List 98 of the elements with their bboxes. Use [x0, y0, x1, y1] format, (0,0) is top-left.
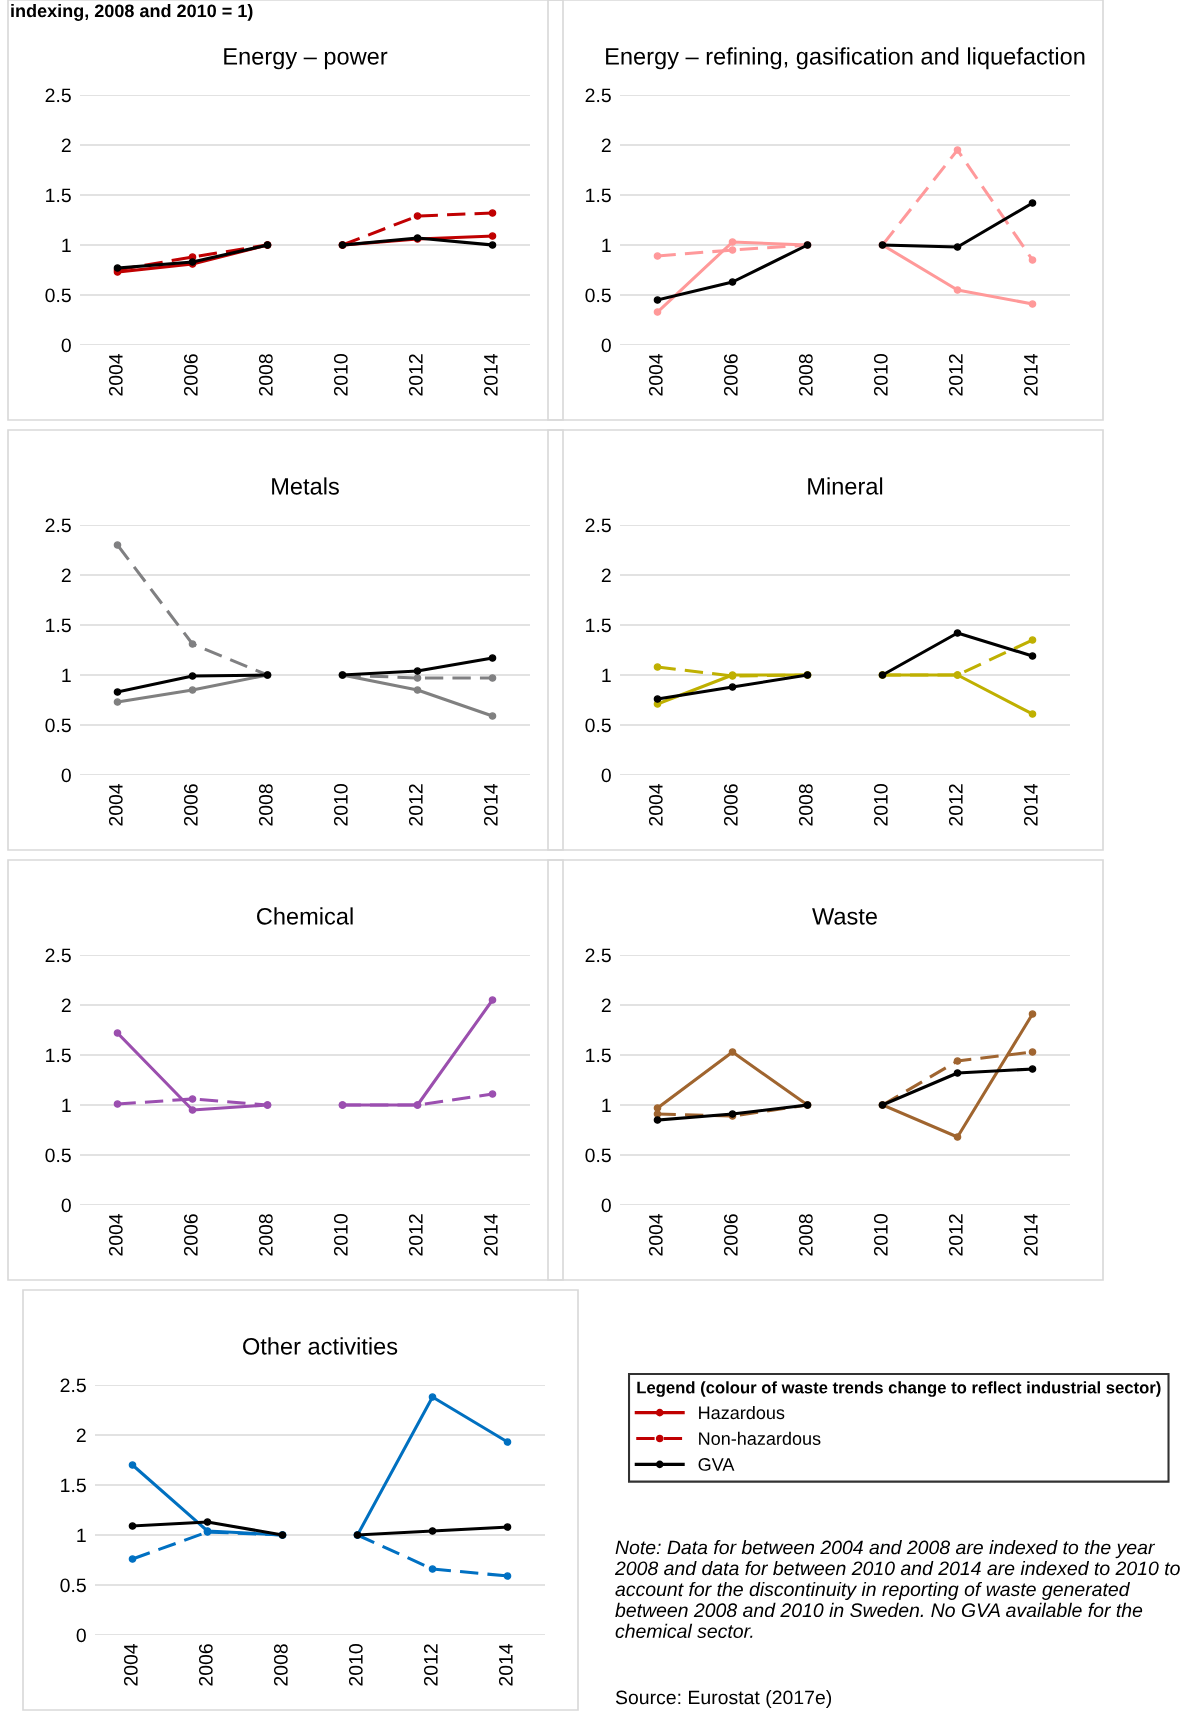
- y-tick-label: 0.5: [585, 288, 611, 303]
- x-tick-label: 2008: [273, 1644, 288, 1686]
- x-tick-label: 2014: [483, 1213, 498, 1256]
- x-tick-label: 2010: [333, 354, 348, 396]
- x-tick-label: 2008: [798, 1214, 813, 1256]
- x-tick-label: 2006: [723, 1214, 738, 1256]
- x-tick-label: 2004: [648, 353, 663, 396]
- y-tick-label: 1.5: [586, 1048, 611, 1063]
- x-tick-label: 2006: [183, 784, 198, 826]
- x-tick-label: 2010: [873, 784, 888, 826]
- x-tick-label: 2008: [258, 784, 273, 826]
- y-tick-label: 1: [602, 1098, 611, 1113]
- x-tick-label: 2008: [798, 354, 813, 396]
- x-tick-label: 2010: [333, 784, 348, 826]
- y-tick-label: 0: [61, 338, 71, 353]
- y-tick-label: 1.5: [586, 618, 611, 633]
- x-tick-label: 2012: [408, 1214, 423, 1256]
- x-tick-label: 2008: [258, 354, 273, 396]
- x-tick-label: 2010: [333, 1214, 348, 1256]
- x-tick-label: 2014: [498, 1643, 513, 1686]
- legend-label: Hazardous: [699, 1405, 785, 1420]
- x-tick-label: 2006: [723, 784, 738, 826]
- x-tick-label: 2008: [798, 784, 813, 826]
- x-tick-label: 2010: [348, 1644, 363, 1686]
- source-note: Source: Eurostat (2017e): [615, 1690, 832, 1709]
- x-tick-label: 2014: [483, 783, 498, 826]
- y-tick-label: 0: [601, 768, 611, 783]
- x-tick-label: 2006: [183, 354, 198, 396]
- x-tick-label: 2004: [648, 783, 663, 826]
- x-tick-label: 2004: [108, 783, 123, 826]
- x-tick-label: 2008: [258, 1214, 273, 1256]
- y-tick-label: 1: [602, 238, 611, 253]
- y-tick-label: 2.5: [45, 518, 71, 533]
- legend-title: Legend (colour of waste trends change to reflect industrial sector): [637, 1381, 1161, 1397]
- x-tick-label: 2012: [948, 784, 963, 826]
- chart-title: Energy – refining, gasification and liquefaction: [606, 47, 1085, 70]
- y-tick-label: 1: [77, 1528, 86, 1543]
- chart-title: Metals: [272, 477, 339, 495]
- chart-title: Other activities: [243, 1337, 398, 1355]
- x-tick-label: 2012: [408, 784, 423, 826]
- y-tick-label: 1.5: [46, 618, 71, 633]
- x-tick-label: 2006: [723, 354, 738, 396]
- y-tick-label: 0: [76, 1628, 86, 1643]
- chart-title: Mineral: [808, 477, 883, 495]
- x-tick-label: 2004: [123, 1643, 138, 1686]
- y-tick-label: 2: [76, 1428, 86, 1443]
- y-tick-label: 2: [601, 138, 611, 153]
- y-tick-label: 0: [61, 768, 71, 783]
- y-tick-label: 1.5: [46, 188, 71, 203]
- y-tick-label: 2: [61, 568, 71, 583]
- text: indexing, 2008 and 2010 = 1): [11, 4, 253, 21]
- y-tick-label: 0.5: [45, 718, 71, 733]
- x-tick-label: 2012: [408, 354, 423, 396]
- y-tick-label: 1.5: [46, 1048, 71, 1063]
- y-tick-label: 1.5: [61, 1478, 86, 1493]
- legend-label: Non-hazardous: [699, 1431, 821, 1446]
- x-tick-label: 2014: [483, 353, 498, 396]
- y-tick-label: 2.5: [45, 948, 71, 963]
- x-tick-label: 2012: [948, 354, 963, 396]
- y-tick-label: 1: [62, 238, 71, 253]
- text: Note: Data for between 2004 and 2008 are indexed to the year 2008 and data for between 2010 and 2014 are indexed to 2010 to account for the discontinuity in reporting of waste generated between 2008 and 2010 in Sweden. No GVA available for the chemical sector.: [614, 1540, 1180, 1639]
- y-tick-label: 2: [601, 568, 611, 583]
- y-tick-label: 0: [601, 338, 611, 353]
- chart-title: Chemical: [257, 907, 353, 925]
- x-tick-label: 2012: [948, 1214, 963, 1256]
- y-tick-label: 2.5: [45, 88, 71, 103]
- y-tick-label: 0.5: [585, 1148, 611, 1163]
- y-tick-label: 2.5: [585, 518, 611, 533]
- x-tick-label: 2014: [1023, 1213, 1038, 1256]
- x-tick-label: 2004: [108, 353, 123, 396]
- y-tick-label: 0: [601, 1198, 611, 1213]
- legend-label: GVA: [698, 1458, 735, 1471]
- x-tick-label: 2006: [183, 1214, 198, 1256]
- y-tick-label: 1: [602, 668, 611, 683]
- x-tick-label: 2014: [1023, 783, 1038, 826]
- x-tick-label: 2010: [873, 354, 888, 396]
- y-tick-label: 0.5: [60, 1578, 86, 1593]
- x-tick-label: 2004: [108, 1213, 123, 1256]
- x-tick-label: 2006: [198, 1644, 213, 1686]
- y-tick-label: 2: [61, 998, 71, 1013]
- y-tick-label: 2: [601, 998, 611, 1013]
- y-tick-label: 2.5: [585, 948, 611, 963]
- x-tick-label: 2010: [873, 1214, 888, 1256]
- x-tick-label: 2012: [423, 1644, 438, 1686]
- x-tick-label: 2014: [1023, 353, 1038, 396]
- y-tick-label: 2: [61, 138, 71, 153]
- y-tick-label: 1: [62, 668, 71, 683]
- y-tick-label: 0.5: [585, 718, 611, 733]
- y-tick-label: 2.5: [60, 1378, 86, 1393]
- chart-title: Waste: [812, 908, 877, 925]
- y-tick-label: 1: [62, 1098, 71, 1113]
- chart-title: Energy – power: [224, 48, 388, 70]
- y-tick-label: 2.5: [585, 88, 611, 103]
- y-tick-label: 0: [61, 1198, 71, 1213]
- y-tick-label: 0.5: [45, 288, 71, 303]
- y-tick-label: 1.5: [586, 188, 611, 203]
- x-tick-label: 2004: [648, 1213, 663, 1256]
- y-tick-label: 0.5: [45, 1148, 71, 1163]
